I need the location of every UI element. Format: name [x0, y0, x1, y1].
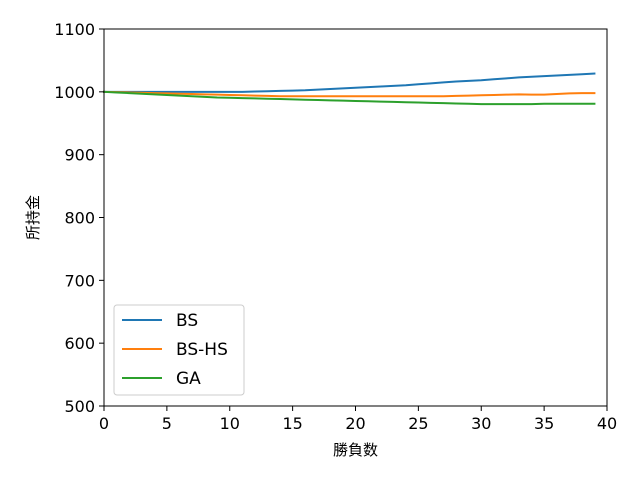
x-tick-label: 20	[345, 414, 365, 433]
y-tick-label: 1100	[54, 20, 95, 39]
series-layer	[102, 72, 596, 106]
x-tick-label: 0	[99, 414, 109, 433]
x-tick-label: 35	[534, 414, 554, 433]
legend-label: BS	[176, 311, 198, 331]
x-axis-ticks: 0 5 10 15 20 25 30 35 40	[99, 406, 617, 433]
y-tick-label: 800	[64, 209, 95, 228]
series-line-bs	[103, 72, 596, 93]
y-axis-ticks: 500 600 700 800 900 1000 1100	[54, 20, 104, 416]
x-tick-label: 10	[220, 414, 240, 433]
y-tick-label: 1000	[54, 83, 95, 102]
y-tick-label: 900	[64, 146, 95, 165]
y-axis-label: 所持金	[24, 195, 42, 240]
x-tick-label: 25	[408, 414, 428, 433]
series-line-ga	[102, 90, 596, 106]
y-tick-label: 700	[64, 271, 95, 290]
legend-box	[113, 304, 245, 396]
y-tick-label: 600	[64, 334, 95, 353]
legend: BS BS-HS GA	[113, 304, 245, 396]
legend-label: BS-HS	[176, 340, 228, 360]
x-axis-label: 勝負数	[333, 441, 378, 459]
legend-label: GA	[176, 369, 201, 389]
x-tick-label: 15	[282, 414, 302, 433]
x-tick-label: 30	[471, 414, 491, 433]
x-tick-label: 5	[162, 414, 172, 433]
series-line-bs-hs	[102, 90, 596, 98]
y-tick-label: 500	[64, 397, 95, 416]
x-tick-label: 40	[597, 414, 617, 433]
